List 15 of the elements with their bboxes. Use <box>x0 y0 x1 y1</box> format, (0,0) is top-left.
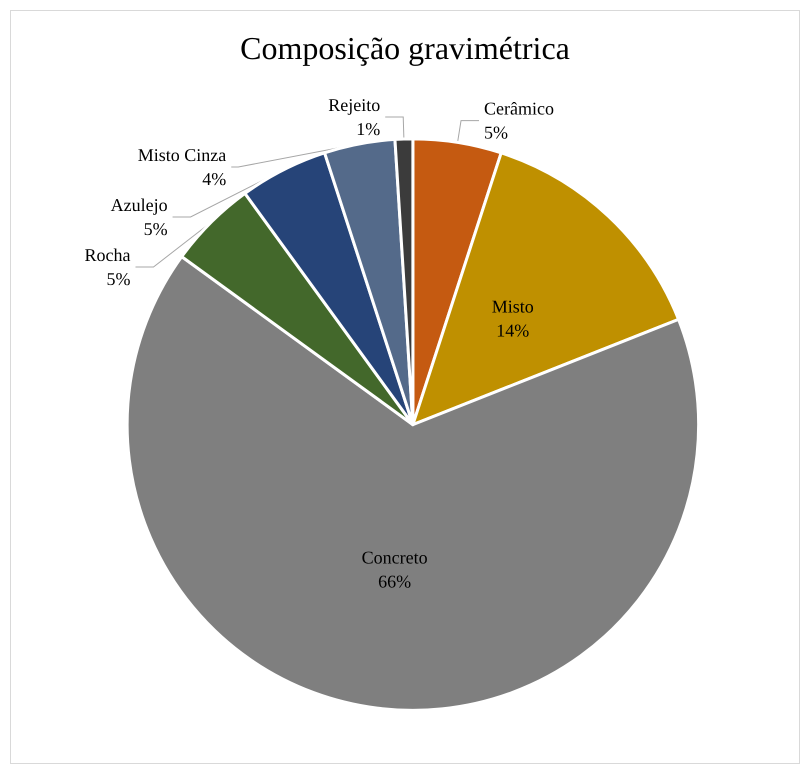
data-label: 5% <box>106 268 130 289</box>
data-label: 66% <box>378 571 412 592</box>
slice-label: Misto <box>492 296 534 316</box>
slice-label: Concreto <box>362 547 428 568</box>
chart-title: Composição gravimétrica <box>240 30 570 66</box>
data-label: 5% <box>144 218 168 239</box>
slice-label: Rejeito <box>328 94 380 115</box>
data-label: 4% <box>202 168 226 189</box>
data-label: 5% <box>484 122 508 143</box>
slice-label: Cerâmico <box>484 98 554 119</box>
slice-label: Misto Cinza <box>138 144 226 165</box>
slice-label: Azulejo <box>110 194 168 215</box>
slice-label: Rocha <box>84 244 130 265</box>
data-label: 1% <box>356 118 380 139</box>
data-label: 14% <box>496 320 530 340</box>
